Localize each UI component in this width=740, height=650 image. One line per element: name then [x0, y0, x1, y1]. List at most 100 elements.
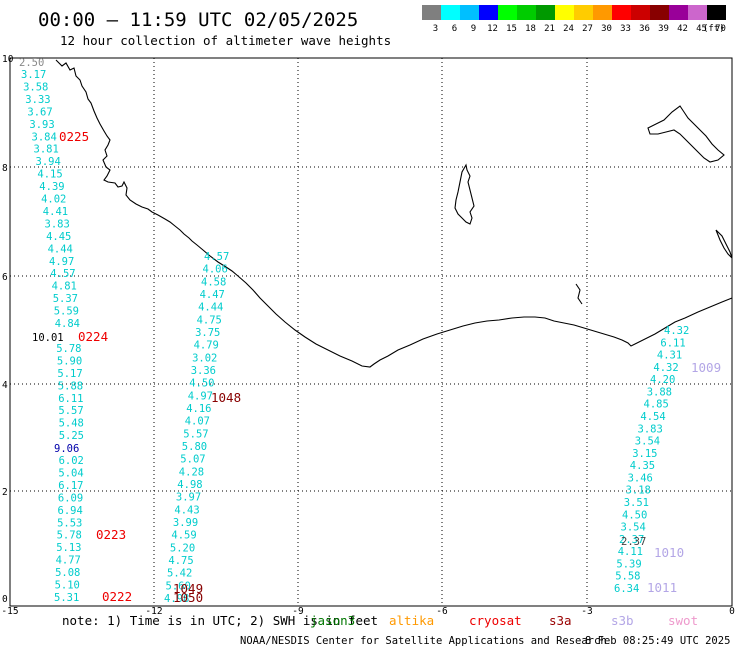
- special-value: 2.37: [621, 536, 646, 548]
- wave-height-value: 3.54: [635, 436, 660, 448]
- wave-height-value: 3.88: [647, 386, 672, 398]
- wave-height-value: 4.06: [203, 264, 228, 276]
- color-scale-swatch: [479, 5, 498, 20]
- river-mark: [575, 283, 583, 305]
- wave-height-value: 5.10: [55, 580, 80, 592]
- wave-height-value: 4.98: [164, 593, 189, 605]
- color-scale-label: 18: [525, 24, 536, 34]
- color-scale-swatch: [460, 5, 479, 20]
- time-label: 0225: [59, 129, 89, 144]
- color-scale-swatch: [669, 5, 688, 20]
- wave-height-value: 4.54: [640, 411, 665, 423]
- wave-height-value: 5.60: [166, 580, 191, 592]
- color-scale-swatch: [650, 5, 669, 20]
- satellite-altika: altika: [389, 613, 434, 628]
- color-scale-swatch: [574, 5, 593, 20]
- wave-height-value: 5.90: [57, 355, 82, 367]
- special-value: 10.01: [32, 332, 64, 344]
- color-scale-swatch: [688, 5, 707, 20]
- wave-height-value: 5.53: [57, 517, 82, 529]
- wave-height-value: 4.07: [185, 416, 210, 428]
- wave-height-value: 4.28: [179, 466, 204, 478]
- color-scale-unit: (ft): [703, 24, 725, 34]
- color-scale-label: 24: [563, 24, 574, 34]
- wave-height-value: 3.46: [628, 472, 653, 484]
- wave-height-value: 3.15: [632, 448, 657, 460]
- wave-height-value: 4.32: [664, 325, 689, 337]
- time-range-title: 00:00 – 11:59 UTC 02/05/2025: [38, 9, 358, 31]
- special-value: 2.50: [19, 57, 44, 69]
- wave-height-value: 4.45: [46, 231, 71, 243]
- color-scale-swatch: [536, 5, 555, 20]
- wave-height-value: 3.83: [45, 218, 70, 230]
- wave-height-value: 4.75: [197, 314, 222, 326]
- wave-height-value: 3.17: [21, 69, 46, 81]
- wave-height-value: 3.36: [191, 365, 216, 377]
- time-label: 0222: [102, 589, 132, 604]
- wave-height-value: 4.15: [37, 169, 62, 181]
- wave-height-value: 5.78: [56, 343, 81, 355]
- wave-height-value: 4.75: [168, 555, 193, 567]
- wave-height-value: 4.50: [622, 509, 647, 521]
- color-scale-label: 21: [544, 24, 555, 34]
- longitude-tick-labels: -15 -12 -9 -6 -3 0: [1, 606, 735, 617]
- wave-height-value: 5.57: [183, 428, 208, 440]
- wave-height-value: 4.77: [56, 555, 81, 567]
- wave-height-value: 5.13: [56, 542, 81, 554]
- wave-height-value: 4.20: [650, 374, 675, 386]
- wave-height-value: 6.34: [614, 583, 639, 595]
- color-scale-swatch: [517, 5, 536, 20]
- wave-height-value: 3.02: [192, 352, 217, 364]
- longitude-tick-label: -9: [292, 606, 304, 617]
- wave-height-value: 4.98: [177, 479, 202, 491]
- wave-height-value: 5.31: [54, 592, 79, 604]
- wave-height-value: 3.54: [621, 522, 646, 534]
- volta-lake: [454, 163, 475, 225]
- color-scale-label: 9: [471, 24, 476, 34]
- wave-height-value: 4.85: [644, 399, 669, 411]
- kainji-shape: [715, 229, 733, 259]
- wave-height-value: 3.75: [195, 327, 220, 339]
- wave-height-value: 4.02: [41, 194, 66, 206]
- wave-height-value: 5.20: [170, 542, 195, 554]
- wave-height-value: 4.32: [653, 362, 678, 374]
- color-scale-swatch: [707, 5, 726, 20]
- coastline: [55, 59, 733, 368]
- wave-height-value: 6.11: [660, 337, 685, 349]
- wave-height-value: 6.11: [58, 393, 83, 405]
- color-scale-swatch: [498, 5, 517, 20]
- wave-height-value: 4.57: [204, 251, 229, 263]
- satellite-s3a: s3a: [549, 613, 572, 628]
- wave-height-value: 4.81: [52, 281, 77, 293]
- color-scale-labels: 3 6 9 12 15 18 21 24 27 30 33 36 39 42 45 70: [433, 24, 726, 34]
- color-scale-label: 70: [715, 24, 726, 34]
- wave-height-value: 5.58: [615, 571, 640, 583]
- satellite-swot: swot: [668, 613, 698, 628]
- color-scale-label: 3: [433, 24, 438, 34]
- time-label: 1009: [691, 360, 721, 375]
- footer: note: 1) Time is in UTC; 2) SWH is in fe…: [62, 613, 730, 647]
- color-scale-label: 12: [487, 24, 498, 34]
- wave-height-value: 5.57: [58, 405, 83, 417]
- color-scale-swatches: [422, 5, 726, 20]
- wave-height-value: 4.97: [188, 390, 213, 402]
- wave-height-value: 5.04: [58, 468, 83, 480]
- wave-height-value: 4.59: [171, 530, 196, 542]
- color-scale-swatch: [593, 5, 612, 20]
- longitude-tick-label: -3: [581, 606, 592, 617]
- color-scale-label: 39: [658, 24, 669, 34]
- coastline-main: [55, 59, 733, 368]
- color-scale-label: 45: [696, 24, 707, 34]
- pass-time-labels: 0225 0224 0223 0222 1048 1049 1050 1009 …: [59, 129, 721, 605]
- wave-height-value: 5.78: [57, 530, 82, 542]
- wave-height-value: 5.07: [180, 454, 205, 466]
- color-scale-label: 27: [582, 24, 593, 34]
- color-scale-label: 42: [677, 24, 688, 34]
- inland-lake-north: [647, 105, 725, 163]
- color-scale-label: 6: [452, 24, 457, 34]
- wave-height-value: 5.37: [53, 293, 78, 305]
- color-scale-swatch: [612, 5, 631, 20]
- color-scale-label: 15: [506, 24, 517, 34]
- wave-height-value: 5.25: [59, 430, 84, 442]
